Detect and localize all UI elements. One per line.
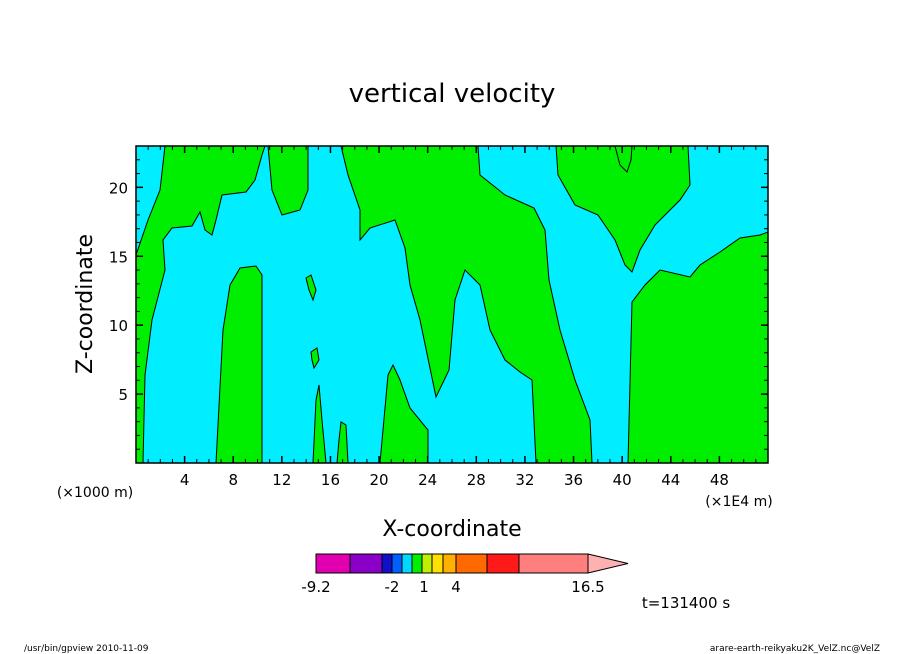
positive-region-7 — [310, 347, 320, 370]
colorbar-cell — [421, 553, 433, 574]
positive-region-1 — [136, 146, 266, 463]
positive-region-10 — [555, 146, 691, 273]
footer-right: arare-earth-reikyaku2K_VelZ.nc@VelZ — [710, 644, 880, 654]
positive-region-6 — [305, 274, 317, 302]
positive-region-5 — [336, 421, 349, 463]
colorbar: -9.2 -2 1 4 16.5 — [301, 553, 629, 596]
y-tick-label: 10 — [109, 317, 128, 335]
y-axis-ticks: 5 10 15 20 — [109, 145, 768, 450]
x-axis-label: X-coordinate — [382, 517, 521, 542]
colorbar-cell — [455, 553, 488, 574]
x-tick-label: 40 — [613, 471, 632, 489]
y-unit-label: (×1000 m) — [57, 485, 133, 501]
colorbar-cell — [381, 553, 393, 574]
colorbar-arrow — [587, 553, 629, 574]
x-axis-ticks: 4 8 12 16 20 24 28 32 36 40 44 48 — [147, 146, 757, 489]
contour-field — [136, 146, 768, 463]
colorbar-cell — [315, 553, 351, 574]
x-tick-label: 44 — [661, 471, 680, 489]
x-tick-label: 8 — [228, 471, 238, 489]
colorbar-cell — [431, 553, 444, 574]
y-tick-label: 20 — [109, 179, 128, 197]
positive-region-2 — [215, 265, 263, 463]
colorbar-cell — [486, 553, 520, 574]
colorbar-cell — [442, 553, 457, 574]
positive-region-3 — [267, 146, 309, 216]
y-axis-label: Z-coordinate — [73, 234, 98, 374]
time-label: t=131400 s — [642, 594, 730, 612]
y-tick-label: 15 — [109, 248, 128, 266]
footer-left: /usr/bin/gpview 2010-11-09 — [24, 644, 149, 654]
colorbar-cell — [349, 553, 383, 574]
x-tick-label: 24 — [418, 471, 437, 489]
x-tick-label: 48 — [710, 471, 729, 489]
chart-title: vertical velocity — [349, 79, 556, 109]
x-tick-label: 4 — [180, 471, 190, 489]
colorbar-label: -9.2 — [301, 578, 330, 596]
positive-region-11 — [627, 231, 768, 463]
colorbar-label: 4 — [451, 578, 461, 596]
x-tick-label: 16 — [321, 471, 340, 489]
colorbar-label: 16.5 — [571, 578, 604, 596]
x-tick-label: 36 — [564, 471, 583, 489]
positive-region-8 — [340, 146, 593, 463]
x-tick-label: 12 — [272, 471, 291, 489]
x-tick-label: 28 — [467, 471, 486, 489]
y-tick-label: 5 — [118, 386, 128, 404]
colorbar-label: -2 — [385, 578, 400, 596]
colorbar-label: 1 — [419, 578, 429, 596]
positive-region-12 — [614, 146, 633, 173]
colorbar-cell — [391, 553, 403, 574]
x-unit-label: (×1E4 m) — [705, 494, 772, 510]
positive-region-4 — [312, 384, 327, 463]
x-tick-label: 32 — [515, 471, 534, 489]
x-tick-label: 20 — [370, 471, 389, 489]
colorbar-cell — [401, 553, 413, 574]
colorbar-cell — [411, 553, 423, 574]
colorbar-cell — [518, 553, 589, 574]
